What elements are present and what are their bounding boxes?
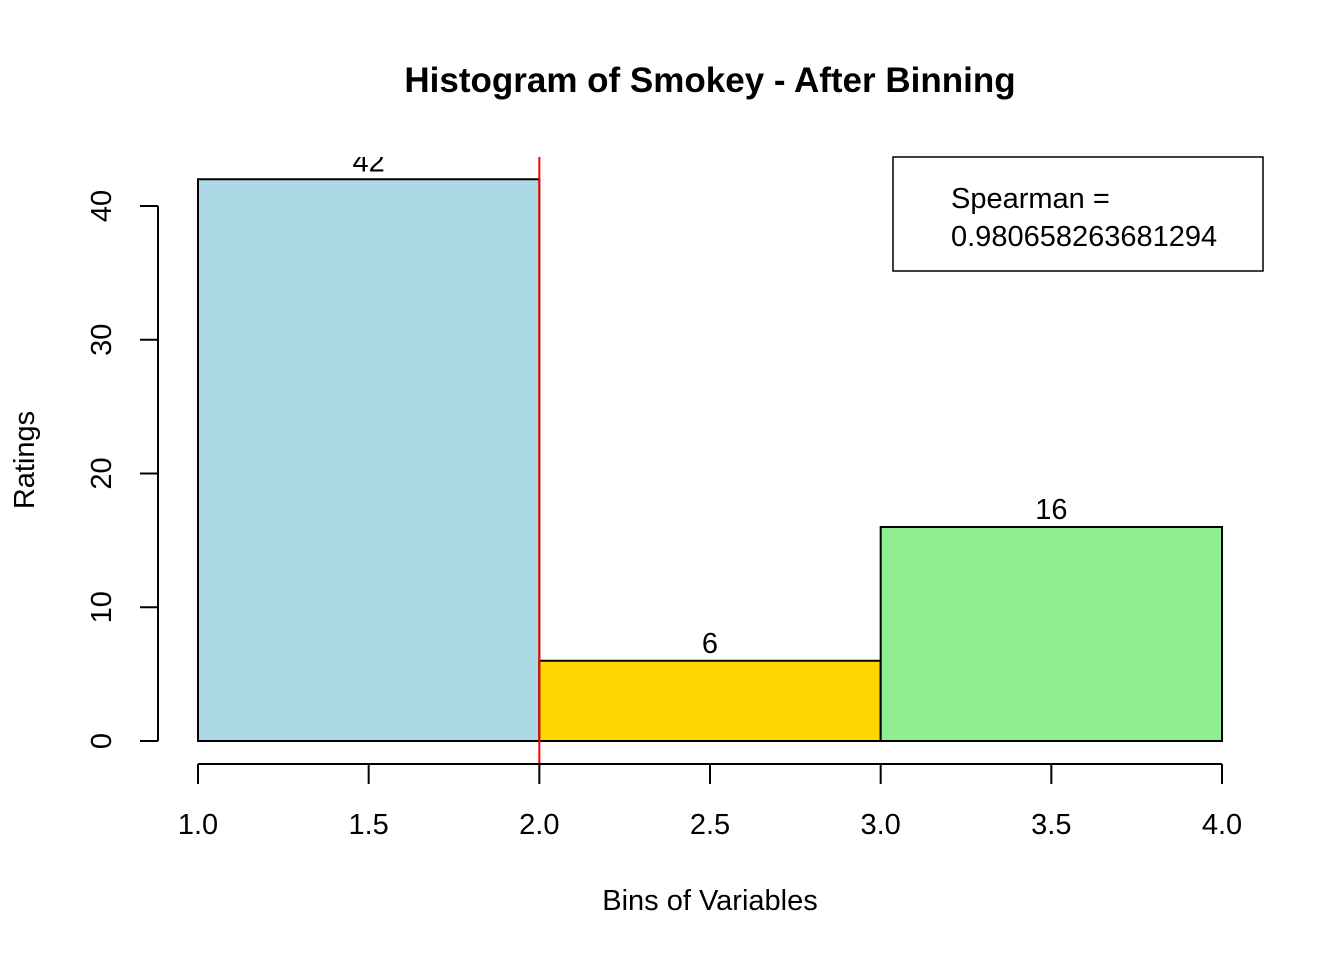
x-tick-label-6: 4.0	[1202, 809, 1242, 841]
bar-2	[879, 526, 1224, 742]
legend-line-2: 0.980658263681294	[951, 221, 1217, 253]
bar-label-2: 16	[1035, 494, 1067, 526]
x-tick-label-2: 2.0	[519, 809, 559, 841]
x-axis-label: Bins of Variables	[602, 885, 817, 917]
bar-labels-layer: 42 6 16	[353, 146, 1068, 660]
y-tick-label-3: 30	[86, 324, 118, 356]
y-axis-label: Ratings	[9, 411, 41, 509]
y-tick-label-4: 40	[86, 190, 118, 222]
legend-box	[892, 156, 1264, 272]
bar-0	[197, 178, 541, 742]
bar-label-0: 42	[353, 146, 385, 178]
x-tick-label-1: 1.5	[349, 809, 389, 841]
x-tick-label-5: 3.5	[1031, 809, 1071, 841]
chart-title: Histogram of Smokey - After Binning	[404, 61, 1015, 100]
legend: Spearman = 0.980658263681294	[892, 156, 1264, 272]
x-axis: 1.0 1.5 2.0 2.5 3.0 3.5 4.0	[178, 763, 1242, 841]
y-tick-label-1: 10	[86, 591, 118, 623]
x-tick-label-0: 1.0	[178, 809, 218, 841]
y-axis: 0 10 20 30 40	[86, 190, 159, 749]
bar-1	[538, 659, 882, 742]
legend-line-1: Spearman =	[951, 183, 1110, 215]
x-tick-label-4: 3.0	[861, 809, 901, 841]
y-tick-label-2: 20	[86, 457, 118, 489]
bar-label-1: 6	[702, 628, 718, 660]
bars-layer	[197, 178, 1224, 742]
x-tick-label-3: 2.5	[690, 809, 730, 841]
y-tick-label-0: 0	[86, 733, 118, 749]
